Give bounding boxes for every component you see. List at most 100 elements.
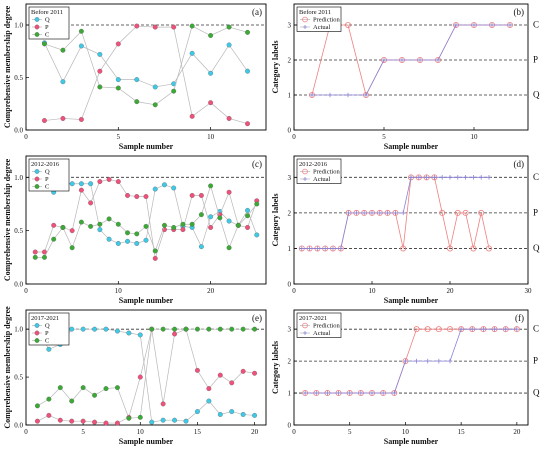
legend-marker bbox=[34, 17, 40, 22]
category-label: P bbox=[533, 356, 538, 366]
data-point bbox=[114, 328, 120, 334]
x-axis-title: Sample number bbox=[384, 142, 439, 151]
data-point bbox=[345, 92, 351, 98]
data-point bbox=[478, 175, 484, 180]
panel-f: Q P C 0 5 10 15 20 0 1 2 3 Sample number Category lab… bbox=[271, 309, 540, 446]
data-point bbox=[492, 326, 497, 332]
data-point bbox=[446, 326, 453, 333]
data-point bbox=[103, 420, 109, 426]
data-point bbox=[471, 175, 476, 180]
data-point bbox=[115, 241, 121, 246]
data-point bbox=[369, 210, 375, 216]
data-point bbox=[436, 358, 442, 364]
data-point bbox=[217, 372, 223, 378]
data-point bbox=[92, 392, 98, 398]
y-tick-label: 1.0 bbox=[14, 174, 23, 182]
data-point bbox=[126, 330, 132, 336]
panel-label: (d) bbox=[514, 159, 525, 169]
legend-label: Prediction bbox=[313, 169, 340, 176]
x-axis-title: Sample number bbox=[119, 296, 174, 305]
data-point bbox=[330, 246, 336, 251]
data-point bbox=[180, 227, 186, 233]
y-tick-label: 0 bbox=[288, 127, 292, 135]
data-point bbox=[470, 245, 477, 252]
x-axis-title: Sample number bbox=[119, 142, 174, 151]
data-point bbox=[60, 115, 66, 121]
data-point bbox=[78, 28, 84, 34]
data-point bbox=[189, 221, 195, 227]
series-line bbox=[44, 25, 248, 125]
data-point bbox=[391, 390, 397, 396]
data-point bbox=[315, 246, 320, 251]
x-tick-label: 15 bbox=[458, 428, 466, 436]
data-point bbox=[471, 22, 477, 28]
x-tick-label: 0 bbox=[292, 428, 296, 436]
data-point bbox=[226, 245, 232, 251]
data-point bbox=[254, 201, 260, 207]
y-tick-label: 2 bbox=[288, 57, 292, 65]
data-point bbox=[344, 21, 351, 28]
data-point bbox=[435, 57, 441, 63]
data-point bbox=[183, 418, 189, 424]
x-tick-label: 5 bbox=[382, 133, 386, 141]
data-point bbox=[458, 326, 464, 332]
data-point bbox=[103, 386, 109, 392]
data-point bbox=[69, 245, 75, 251]
data-point bbox=[400, 210, 406, 216]
legend-label: Actual bbox=[313, 330, 331, 337]
data-point bbox=[183, 326, 189, 332]
data-point bbox=[217, 326, 223, 332]
x-axis-title: Sample number bbox=[384, 437, 439, 446]
data-point bbox=[69, 326, 75, 332]
legend-label: Q bbox=[45, 169, 50, 176]
data-point bbox=[381, 57, 387, 63]
legend-marker bbox=[34, 184, 40, 189]
data-point bbox=[425, 358, 431, 364]
data-point bbox=[416, 175, 422, 180]
x-tick-label: 5 bbox=[117, 133, 121, 141]
category-label: C bbox=[533, 324, 539, 334]
data-point bbox=[346, 210, 351, 216]
category-label: Q bbox=[533, 90, 540, 100]
x-tick-label: 20 bbox=[513, 428, 521, 436]
series-c bbox=[34, 326, 258, 421]
x-tick-label: 0 bbox=[24, 287, 28, 295]
data-point bbox=[134, 99, 140, 105]
y-tick-label: 0.0 bbox=[14, 422, 23, 430]
panel-c: 0 10 20 0.0 0.5 1.0 Sample number Comprehensive… bbox=[3, 155, 267, 305]
legend-marker bbox=[34, 169, 40, 174]
data-point bbox=[32, 249, 38, 255]
legend-label: P bbox=[45, 24, 49, 31]
data-point bbox=[299, 246, 305, 251]
series-line bbox=[35, 182, 258, 248]
data-point bbox=[206, 386, 212, 392]
data-point bbox=[235, 222, 241, 228]
y-tick-label: 1 bbox=[288, 245, 292, 253]
series-actual bbox=[302, 326, 520, 396]
data-point bbox=[439, 175, 445, 180]
data-point bbox=[424, 326, 431, 333]
plot-frame bbox=[25, 155, 267, 285]
y-tick-label: 2 bbox=[288, 209, 292, 217]
legend-caption: 2017-2021 bbox=[31, 315, 59, 322]
legend-caption: 2012-2016 bbox=[31, 161, 60, 168]
data-point bbox=[198, 193, 204, 198]
x-tick-label: 5 bbox=[348, 428, 352, 436]
panel-d: Q P C 0 10 20 30 0 1 2 3 Sample number Category labe… bbox=[271, 155, 540, 305]
series-actual bbox=[299, 175, 492, 251]
data-point bbox=[226, 24, 232, 30]
legend-label: Actual bbox=[313, 24, 331, 31]
data-point bbox=[198, 212, 204, 218]
data-point bbox=[80, 418, 86, 424]
x-axis-title: Sample number bbox=[384, 296, 439, 305]
data-point bbox=[97, 227, 103, 233]
data-point bbox=[143, 237, 149, 243]
series-c bbox=[32, 183, 260, 260]
data-point bbox=[432, 175, 437, 180]
data-point bbox=[125, 238, 130, 244]
legend-caption: Before 2011 bbox=[299, 9, 331, 16]
data-point bbox=[208, 70, 214, 76]
category-label: P bbox=[533, 55, 538, 65]
